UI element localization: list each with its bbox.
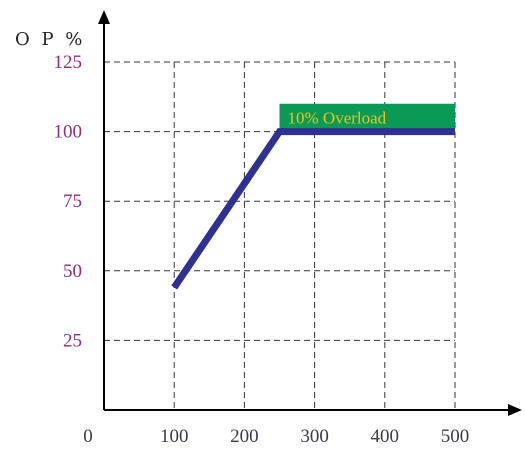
x-tick-label: 500 bbox=[441, 426, 470, 447]
overload-band bbox=[279, 103, 455, 132]
y-tick-label: 25 bbox=[63, 330, 82, 351]
overload-label: 10% Overload bbox=[288, 109, 387, 128]
x-axis-arrow-icon bbox=[508, 404, 522, 416]
x-tick-label: 0 bbox=[83, 426, 93, 447]
y-axis-title: O P % bbox=[15, 29, 85, 50]
series-line bbox=[171, 128, 455, 290]
x-tick-label: 200 bbox=[230, 426, 259, 447]
y-tick-label: 100 bbox=[54, 122, 83, 143]
y-tick-label: 50 bbox=[63, 261, 82, 282]
x-tick-label: 300 bbox=[300, 426, 329, 447]
x-tick-label: 400 bbox=[371, 426, 400, 447]
x-tick-labels: 0 100 200 300 400 500 bbox=[83, 426, 469, 447]
y-tick-label: 75 bbox=[63, 191, 82, 212]
y-tick-labels: 25 50 75 100 125 bbox=[54, 52, 83, 351]
axes bbox=[98, 10, 522, 416]
x-tick-label: 100 bbox=[160, 426, 189, 447]
y-axis-arrow-icon bbox=[98, 10, 110, 24]
y-tick-label: 125 bbox=[54, 52, 83, 73]
